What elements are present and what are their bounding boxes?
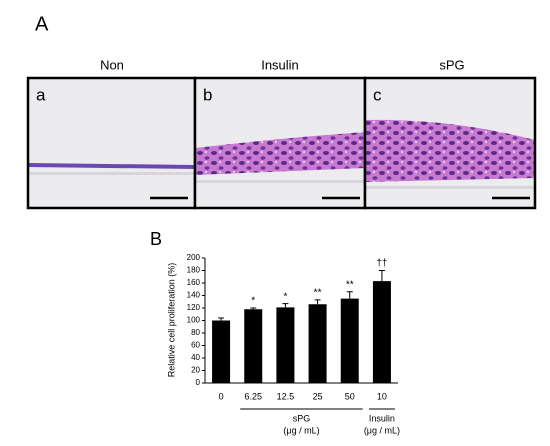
y-tick-label: 0 [196,378,201,387]
y-tick-label: 120 [187,303,201,312]
panel-title: Non [100,57,124,72]
error-bar [378,270,385,282]
y-tick-label: 20 [191,366,200,375]
bar [276,307,295,383]
significance: ** [346,279,354,290]
x-tick-label: 25 [313,391,323,401]
bar [308,304,327,383]
x-tick-label: 0 [219,391,224,401]
micrograph [193,76,367,210]
bar [372,281,391,383]
error-bar [218,317,225,321]
y-tick-label: 200 [187,253,201,262]
micrograph [363,76,537,210]
panel-title: sPG [439,57,464,72]
y-tick-label: 180 [187,266,201,275]
group-label: Insulin [369,413,395,423]
error-bar [346,291,353,299]
group-unit: (μg / mL) [364,425,400,435]
x-tick-label: 6.25 [244,391,262,401]
y-tick-label: 160 [187,278,201,287]
y-tick-label: 80 [191,328,200,337]
significance: †† [376,258,387,269]
y-tick-label: 40 [191,353,200,362]
group-unit: (μg / mL) [283,425,319,435]
x-tick-label: 10 [377,391,387,401]
y-tick-label: 100 [187,316,201,325]
error-bar [314,299,321,305]
significance: * [251,296,255,307]
significance: * [283,291,287,302]
bar [340,298,359,383]
bar [212,320,231,383]
x-tick-label: 12.5 [277,391,295,401]
group-label: sPG [293,413,311,423]
error-bar [250,307,257,310]
bar [244,309,263,383]
error-bar [282,303,289,308]
y-axis-label: Relative cell proliferation (%) [166,263,176,378]
y-tick-label: 140 [187,291,201,300]
x-tick-label: 50 [345,391,355,401]
panel-title: Insulin [261,57,299,72]
panel-label: c [373,85,382,104]
panel-label: b [203,85,212,104]
panel-label: a [36,85,46,104]
panel-letter: B [150,229,162,249]
panel-letter: A [35,13,49,35]
significance: ** [314,288,322,299]
micrograph [26,76,197,210]
y-tick-label: 60 [191,341,200,350]
